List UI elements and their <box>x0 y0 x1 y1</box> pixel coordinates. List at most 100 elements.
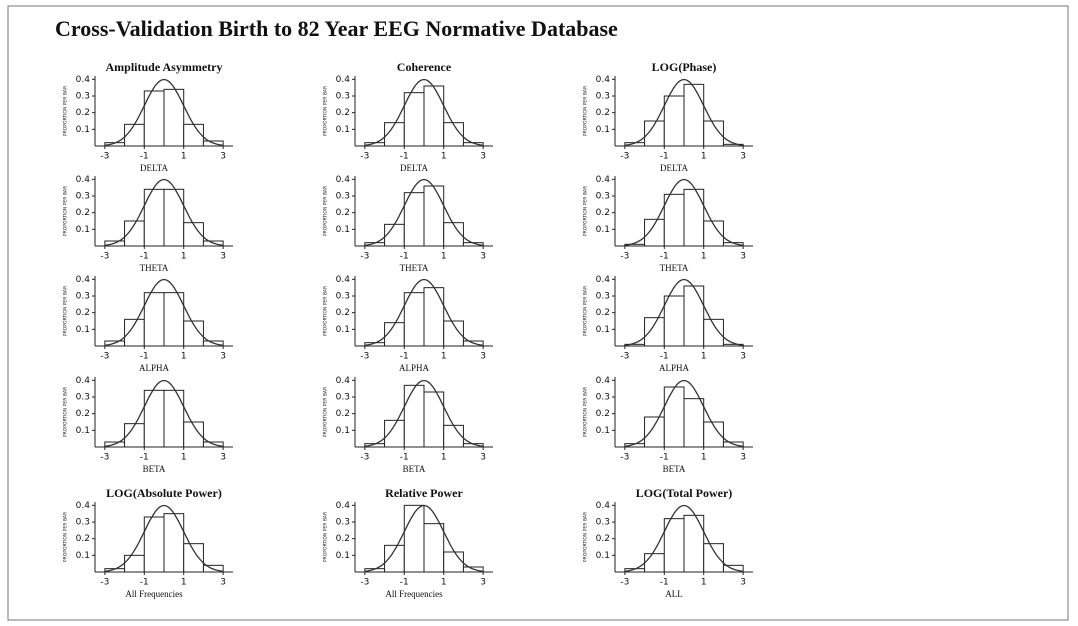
y-axis-label: PROPORTION PER BAR <box>63 86 69 136</box>
x-tick-label: -3 <box>360 252 369 262</box>
y-tick-label: 0.4 <box>596 75 611 85</box>
fit-curve <box>104 379 224 447</box>
y-axis-label: PROPORTION PER BAR <box>323 186 329 236</box>
x-tick-label: 3 <box>740 453 746 463</box>
x-tick-label: -3 <box>360 152 369 162</box>
fit-curve <box>104 78 224 146</box>
x-tick-label: -1 <box>140 152 149 162</box>
y-tick-label: 0.3 <box>596 92 610 102</box>
y-axis-label: PROPORTION PER BAR <box>63 512 69 562</box>
bar <box>443 320 464 347</box>
y-tick-label: 0.3 <box>336 292 350 302</box>
bar <box>143 389 165 448</box>
y-tick-label: 0.1 <box>596 551 610 561</box>
bar <box>663 295 685 347</box>
x-tick-label: -1 <box>140 252 149 262</box>
x-axis-label: All Frequencies <box>385 589 443 599</box>
x-tick-label: 1 <box>181 352 187 362</box>
x-tick-label: 1 <box>701 152 707 162</box>
x-tick-label: 3 <box>480 352 486 362</box>
y-tick-label: 0.3 <box>76 92 90 102</box>
x-tick-label: 3 <box>740 152 746 162</box>
x-tick-label: 3 <box>480 578 486 588</box>
y-tick-label: 0.2 <box>596 534 610 544</box>
y-tick-label: 0.1 <box>76 225 90 235</box>
x-tick-label: 1 <box>441 578 447 588</box>
bar <box>722 143 744 147</box>
y-axis-label: PROPORTION PER BAR <box>583 86 589 136</box>
y-tick-label: 0.2 <box>596 409 610 419</box>
x-tick-label: 1 <box>701 453 707 463</box>
y-tick-label: 0.4 <box>76 175 91 185</box>
bar <box>644 553 665 573</box>
bar <box>143 188 165 247</box>
y-tick-label: 0.1 <box>76 325 90 335</box>
bar <box>124 123 145 147</box>
y-axis-label: PROPORTION PER BAR <box>323 512 329 562</box>
x-tick-label: 3 <box>480 252 486 262</box>
y-tick-label: 0.1 <box>336 225 350 235</box>
y-tick-label: 0.4 <box>596 501 611 511</box>
bar <box>683 285 705 347</box>
fit-curve <box>104 278 224 346</box>
y-tick-label: 0.4 <box>336 175 351 185</box>
y-tick-label: 0.4 <box>336 275 351 285</box>
bar <box>423 85 445 147</box>
bar <box>384 223 405 247</box>
y-axis-label: PROPORTION PER BAR <box>583 286 589 336</box>
bar <box>644 416 665 448</box>
y-axis-label: PROPORTION PER BAR <box>583 512 589 562</box>
y-tick-label: 0.1 <box>76 551 90 561</box>
y-tick-label: 0.1 <box>336 426 350 436</box>
x-tick-label: 1 <box>441 152 447 162</box>
y-axis-label: PROPORTION PER BAR <box>63 387 69 437</box>
y-tick-label: 0.2 <box>76 409 90 419</box>
x-tick-label: -1 <box>660 578 669 588</box>
bar <box>403 504 425 573</box>
y-tick-label: 0.1 <box>336 551 350 561</box>
x-tick-label: -1 <box>660 152 669 162</box>
chart-title: LOG(Total Power) <box>636 486 733 500</box>
y-tick-label: 0.1 <box>336 125 350 135</box>
x-tick-label: -1 <box>400 453 409 463</box>
y-tick-label: 0.3 <box>596 518 610 528</box>
x-axis-label: All Frequencies <box>125 589 183 599</box>
y-tick-label: 0.3 <box>596 192 610 202</box>
fit-curve <box>624 178 744 246</box>
y-tick-label: 0.3 <box>336 92 350 102</box>
bar <box>663 95 685 147</box>
y-tick-label: 0.4 <box>76 501 91 511</box>
y-tick-label: 0.2 <box>336 534 350 544</box>
y-tick-label: 0.2 <box>336 108 350 118</box>
bar <box>403 384 425 448</box>
bar <box>703 220 724 247</box>
x-tick-label: 1 <box>181 578 187 588</box>
bar <box>703 120 724 147</box>
y-axis-label: PROPORTION PER BAR <box>583 387 589 437</box>
bar <box>703 543 724 573</box>
y-tick-label: 0.4 <box>76 75 91 85</box>
x-tick-label: 3 <box>220 152 226 162</box>
y-tick-label: 0.2 <box>76 308 90 318</box>
x-axis-label: THETA <box>660 263 689 273</box>
y-tick-label: 0.1 <box>596 426 610 436</box>
y-tick-label: 0.3 <box>596 393 610 403</box>
y-tick-label: 0.2 <box>336 208 350 218</box>
bar <box>183 222 204 247</box>
x-tick-label: -3 <box>360 352 369 362</box>
y-tick-label: 0.2 <box>336 409 350 419</box>
x-tick-label: -3 <box>100 453 109 463</box>
bar <box>683 398 705 448</box>
x-tick-label: 3 <box>220 453 226 463</box>
y-tick-label: 0.2 <box>76 108 90 118</box>
y-tick-label: 0.4 <box>336 75 351 85</box>
fit-curve <box>364 379 484 447</box>
x-axis-label: THETA <box>400 263 429 273</box>
bar <box>443 122 464 147</box>
x-tick-label: -3 <box>620 252 629 262</box>
x-tick-label: 3 <box>480 152 486 162</box>
y-tick-label: 0.4 <box>76 275 91 285</box>
x-axis-label: ALPHA <box>659 363 690 373</box>
bar <box>423 391 445 448</box>
x-axis-label: ALPHA <box>139 363 170 373</box>
